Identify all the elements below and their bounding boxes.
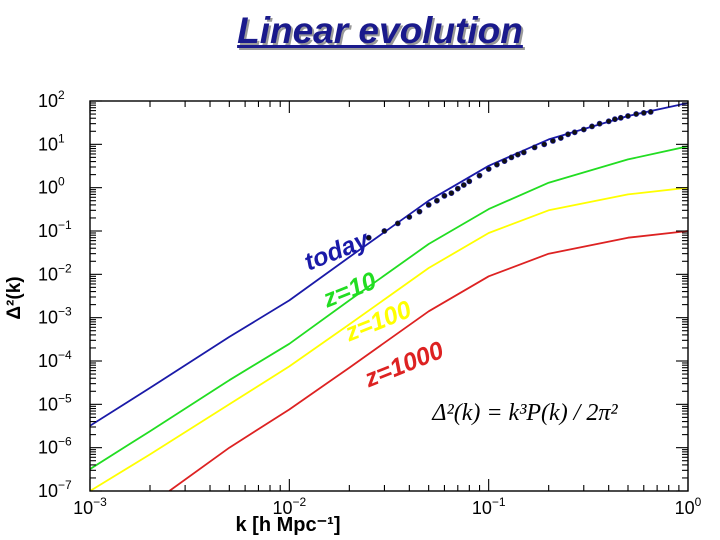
data-point <box>433 197 440 204</box>
x-tick-label: 100 <box>675 495 702 518</box>
y-tick-label: 101 <box>38 131 65 154</box>
data-point <box>514 151 521 158</box>
data-point <box>501 158 508 164</box>
data-point <box>365 234 372 241</box>
data-point <box>541 141 548 148</box>
ticks-group <box>89 100 689 492</box>
data-point <box>617 114 624 121</box>
data-point <box>571 129 578 136</box>
data-point <box>466 178 473 185</box>
data-point <box>416 208 423 215</box>
data-point <box>647 109 654 115</box>
y-tick-label: 102 <box>38 88 65 111</box>
y-tick-label: 10−7 <box>38 478 72 501</box>
observations-group <box>365 109 654 241</box>
data-point <box>625 113 631 119</box>
series-line-z-100 <box>90 186 688 491</box>
y-axis-label: Δ²(k) <box>4 276 25 319</box>
y-tick-label: 10−5 <box>38 391 72 414</box>
series-group <box>90 102 688 491</box>
data-point <box>520 149 527 156</box>
x-tick-labels: 10−3 10−2 10−1 100 <box>73 495 702 518</box>
y-tick-label: 10−6 <box>38 435 72 458</box>
series-line-today <box>90 102 688 427</box>
data-point <box>605 118 612 125</box>
slide-title: Linear evolution <box>237 10 523 51</box>
data-point <box>596 120 603 127</box>
plot-frame <box>89 100 689 492</box>
data-point <box>550 137 556 144</box>
data-point <box>476 172 483 179</box>
formula: Δ²(k) = k³P(k) / 2π² <box>431 400 618 426</box>
data-point <box>448 190 455 196</box>
y-tick-label: 10−4 <box>38 348 72 371</box>
data-point <box>381 228 388 234</box>
series-line-z-1000 <box>168 230 688 491</box>
x-tick-label: 10−2 <box>272 495 306 518</box>
data-point <box>557 135 564 141</box>
data-point <box>406 214 413 220</box>
data-point <box>460 182 467 188</box>
data-point <box>589 123 595 130</box>
y-tick-label: 10−2 <box>38 261 72 284</box>
data-point <box>633 111 640 117</box>
data-point <box>531 144 538 151</box>
x-tick-label: 10−3 <box>73 495 107 518</box>
data-point <box>493 161 500 168</box>
x-tick-label: 10−1 <box>472 495 506 518</box>
data-point <box>580 126 587 133</box>
y-tick-label: 10−3 <box>38 305 72 328</box>
data-point <box>394 220 401 227</box>
data-point <box>508 154 515 161</box>
data-point <box>612 116 618 123</box>
curve-label-z-1000: z=1000 <box>360 336 448 393</box>
y-tick-label: 100 <box>38 175 65 198</box>
data-point <box>441 192 448 199</box>
y-tick-label: 10−1 <box>38 218 72 241</box>
data-point <box>425 201 432 208</box>
data-point <box>565 131 571 138</box>
data-point <box>485 166 492 172</box>
data-point <box>454 185 461 192</box>
data-point <box>640 110 647 116</box>
y-tick-labels: 102 101 100 10−1 10−2 10−3 10−4 10−5 10−6 10−7 <box>38 88 72 501</box>
x-axis-label: k [h Mpc⁻¹] <box>236 514 341 536</box>
series-line-z-10 <box>90 145 688 470</box>
